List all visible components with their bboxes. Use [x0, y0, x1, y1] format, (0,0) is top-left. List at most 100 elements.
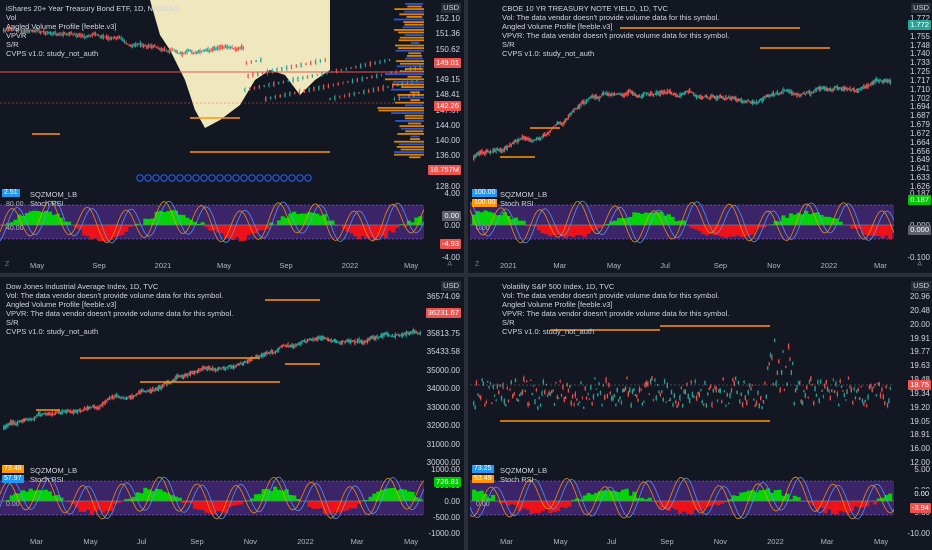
candle	[150, 389, 152, 393]
candle	[106, 399, 108, 403]
candle	[56, 33, 58, 36]
candle	[663, 379, 666, 384]
price-plot[interactable]	[0, 278, 424, 462]
candle	[787, 344, 790, 349]
candle	[160, 47, 162, 52]
momentum-bar	[731, 495, 736, 501]
candle	[276, 67, 278, 73]
candle	[726, 97, 728, 100]
momentum-bar	[674, 221, 679, 225]
time-axis[interactable]: Mar May Jul Sep Nov 2022 Mar May	[470, 536, 894, 548]
candle	[412, 328, 414, 333]
momentum-bar	[223, 501, 228, 514]
currency-label[interactable]: USD	[911, 281, 931, 291]
momentum-bar	[261, 225, 266, 230]
price-svg[interactable]	[0, 278, 424, 462]
candle	[581, 397, 583, 399]
candle	[772, 91, 774, 97]
candle	[83, 34, 85, 39]
price-plot[interactable]	[0, 0, 424, 186]
candle	[829, 395, 831, 401]
oscillator-axis[interactable]: 5.000.00-5.00-10.000.00-3.94	[896, 463, 932, 538]
candle	[203, 366, 205, 370]
chart-pane-vix[interactable]: Volatility S&P 500 Index, 1D, TVC Vol: T…	[470, 278, 932, 550]
price-axis[interactable]: 152.10151.36150.62149.89149.15148.41147.…	[426, 0, 462, 191]
left-tick-label: 40.00	[6, 225, 24, 232]
momentum-bar	[472, 489, 477, 501]
candle	[510, 144, 512, 147]
price-axis[interactable]: 1.7721.7631.7551.7481.7401.7331.7251.717…	[896, 0, 932, 191]
candle	[556, 395, 558, 399]
candle	[234, 47, 236, 51]
currency-label[interactable]: USD	[911, 3, 931, 13]
candle	[726, 392, 728, 397]
candle	[757, 390, 759, 395]
candle	[318, 85, 320, 91]
oscillator-svg[interactable]	[470, 463, 894, 535]
candle	[672, 93, 674, 96]
oscillator-axis[interactable]: 4.00 0.00 -4.00 0.00 -4.93	[426, 187, 462, 262]
time-tick-label: Nov	[243, 537, 258, 546]
price-tick-label: 1.641	[909, 164, 930, 174]
price-svg[interactable]	[0, 0, 424, 186]
time-axis[interactable]: 2021 Mar May Jul Sep Nov 2022 Mar	[470, 260, 894, 272]
price-axis[interactable]: 36574.0936192.9235813.7535433.5835000.00…	[425, 278, 462, 467]
price-axis[interactable]: 20.9620.4820.0019.9119.7719.6319.4819.34…	[896, 278, 932, 467]
price-plot[interactable]	[470, 0, 894, 186]
chart-pane-tlt[interactable]: iShares 20+ Year Treasury Bond ETF, 1D, …	[0, 0, 462, 272]
candle	[489, 382, 491, 384]
candle	[838, 403, 840, 407]
candle	[297, 76, 299, 82]
oscillator-svg[interactable]	[0, 463, 424, 535]
momentum-bar	[185, 501, 190, 503]
momentum-bar	[322, 501, 327, 514]
price-tag: 142.26	[434, 101, 461, 111]
currency-label[interactable]: USD	[441, 3, 461, 13]
vpvr-bar	[378, 109, 424, 112]
candle	[239, 46, 241, 50]
time-axis[interactable]: May Sep 2021 May Sep 2022 May	[0, 260, 424, 272]
horizontal-divider[interactable]	[0, 273, 932, 277]
candle	[4, 425, 6, 430]
auto-scale-icon[interactable]: A	[447, 261, 452, 268]
momentum-bar	[9, 495, 14, 501]
time-axis[interactable]: Mar May Jul Sep Nov 2022 Mar May	[0, 536, 424, 548]
oscillator-plot[interactable]	[470, 463, 894, 535]
oscillator-plot[interactable]	[0, 187, 424, 259]
momentum-bar	[598, 225, 603, 228]
price-svg[interactable]	[470, 0, 894, 186]
chart-pane-dji[interactable]: Dow Jones Industrial Average Index, 1D, …	[0, 278, 462, 550]
oscillator-svg[interactable]	[0, 187, 424, 259]
candle	[661, 90, 663, 94]
momentum-bar	[349, 225, 354, 234]
candle	[332, 84, 334, 86]
price-plot[interactable]	[470, 278, 894, 462]
auto-scale-icon[interactable]: A	[917, 261, 922, 268]
momentum-bar	[861, 225, 866, 235]
zoom-icon[interactable]: Z	[475, 261, 480, 268]
zoom-icon[interactable]: Z	[5, 261, 10, 268]
momentum-bar	[345, 501, 350, 511]
candle	[218, 366, 221, 370]
candle	[544, 390, 546, 395]
candle	[516, 398, 518, 401]
candle	[865, 83, 868, 89]
currency-label[interactable]: USD	[441, 281, 461, 291]
vpvr-bar	[407, 75, 422, 78]
oscillator-plot[interactable]	[0, 463, 424, 535]
candle	[72, 33, 74, 36]
momentum-bar	[395, 225, 400, 228]
candle	[676, 404, 678, 408]
price-svg[interactable]	[470, 278, 894, 462]
oscillator-plot[interactable]	[470, 187, 894, 259]
momentum-bar	[135, 492, 140, 501]
momentum-bar	[834, 501, 839, 515]
candle	[518, 138, 521, 141]
chart-pane-tnx[interactable]: CBOE 10 YR TREASURY NOTE YIELD, 1D, TVC …	[470, 0, 932, 272]
candle	[882, 394, 884, 400]
oscillator-svg[interactable]	[470, 187, 894, 259]
candle	[760, 98, 762, 101]
